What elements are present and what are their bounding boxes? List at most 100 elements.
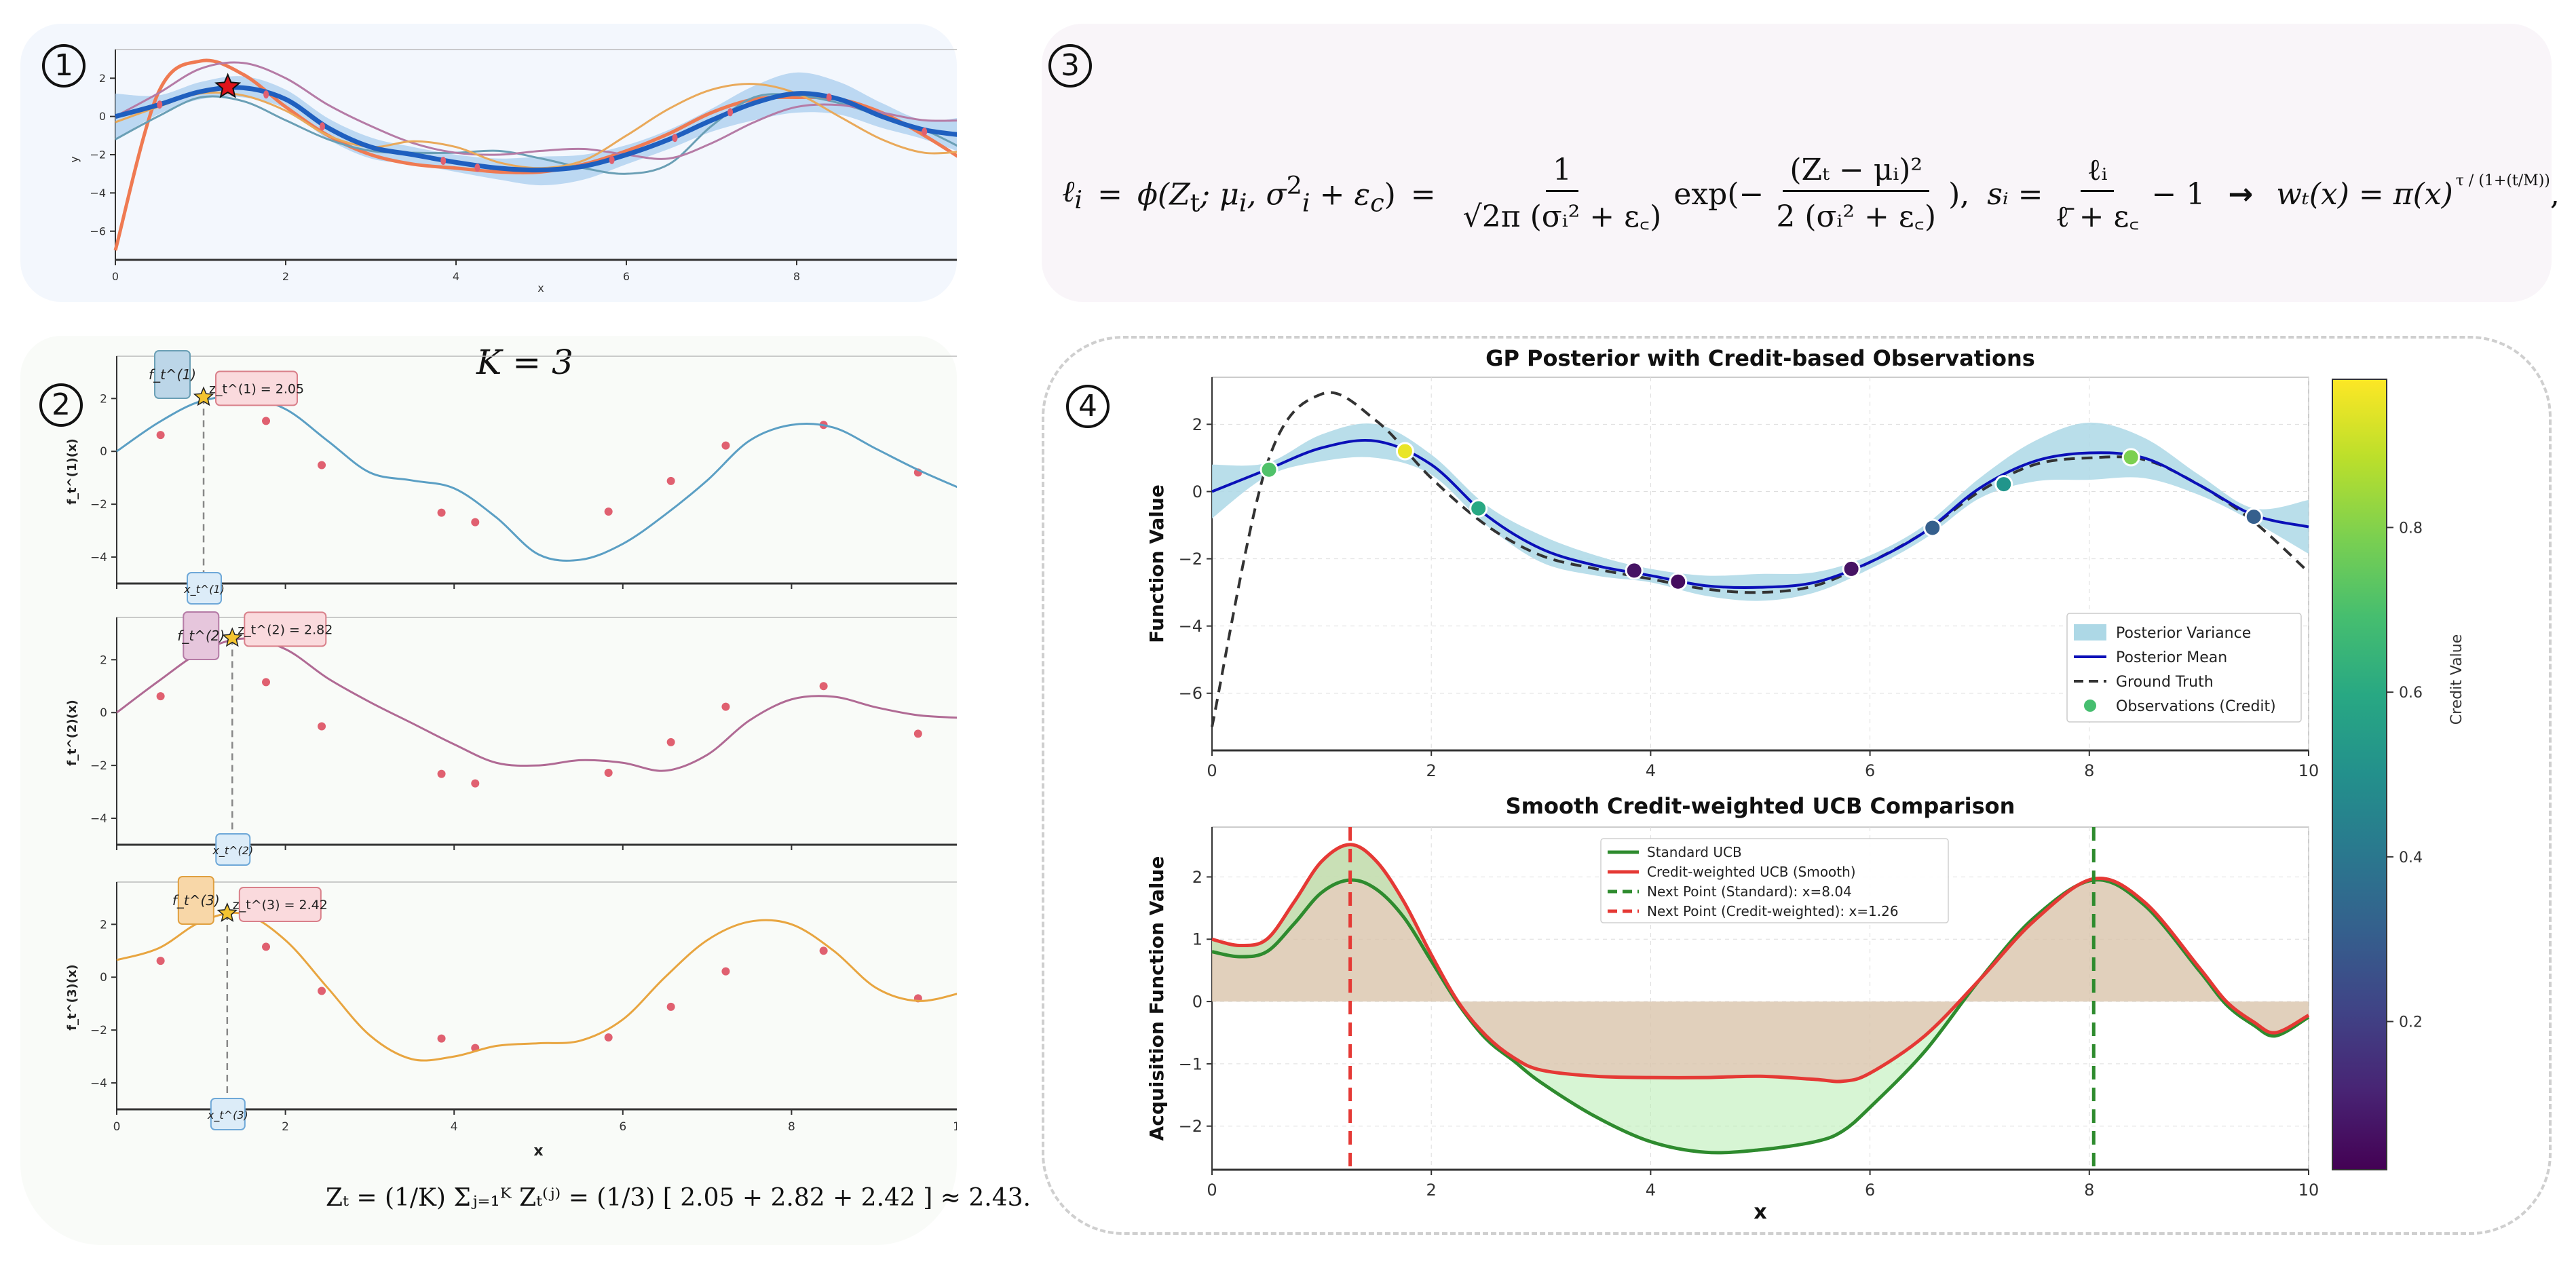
y-axis-label: Function Value xyxy=(1145,484,1168,643)
chart-title: Smooth Credit-weighted UCB Comparison xyxy=(1506,793,2015,819)
y-axis-label: f_t^(2)(x) xyxy=(65,700,79,766)
y-tick-label: −2 xyxy=(1179,550,1202,569)
formula-trailing: , xyxy=(2550,176,2560,212)
x-tick-label: 2 xyxy=(1426,761,1437,780)
observation-point xyxy=(318,722,326,731)
formula-eps: + ε xyxy=(1310,177,1371,212)
posterior-samples-chart: −4 −2 0 2 f_t^(1)(x) f_t^(1) z_t^(1) = 2.05 x_t… xyxy=(65,350,957,1160)
colorbar-tick-label: 0.6 xyxy=(2399,685,2423,702)
y-tick-label: 2 xyxy=(100,918,107,932)
y-axis-label: f_t^(1)(x) xyxy=(65,438,79,505)
y-tick-label: −2 xyxy=(90,759,107,773)
formula-eq: = xyxy=(1097,176,1122,212)
formula-minus-one: − 1 xyxy=(2151,176,2205,212)
x-tick-label: 4 xyxy=(1646,761,1656,780)
plot-area xyxy=(116,617,957,845)
observation-point xyxy=(604,1033,613,1042)
ground-truth-line xyxy=(1211,391,2310,727)
frac-den: ℓ̄ + ε꜀ xyxy=(2055,199,2140,234)
observation-point xyxy=(262,678,271,687)
formula-lhs: ℓ xyxy=(1062,174,1075,209)
observation-point xyxy=(318,987,326,995)
x-tick-label: 0 xyxy=(1207,1181,1217,1200)
z-value-box xyxy=(238,886,322,922)
observation-point xyxy=(609,155,615,164)
panel-number-badge: 1 xyxy=(42,44,86,88)
x-tick-label: 2 xyxy=(282,270,289,283)
formula-s: sᵢ = xyxy=(1987,176,2043,212)
y-tick-label: 0 xyxy=(1192,992,1202,1011)
formula-sigma-sub: i xyxy=(1302,188,1310,218)
panel-number-badge: 3 xyxy=(1048,44,1092,88)
y-tick-label: 0 xyxy=(99,110,106,123)
y-tick-label: −6 xyxy=(1179,684,1202,703)
posterior-variance-band xyxy=(1212,422,2309,601)
observation-point xyxy=(471,518,480,527)
curve-label: f_t^(3) xyxy=(172,892,220,909)
credit-observation-point xyxy=(1259,460,1278,479)
frac-num: (Zₜ − μᵢ)² xyxy=(1783,153,1930,192)
x-tick-label: 2 xyxy=(282,1120,289,1134)
x-tick-label: 0 xyxy=(112,270,119,283)
legend-label: Posterior Variance xyxy=(2116,625,2251,642)
sample-curve xyxy=(116,637,957,772)
y-tick-label: 2 xyxy=(100,653,107,667)
credit-observation-point xyxy=(1923,518,1942,537)
y-tick-label: −4 xyxy=(90,1077,107,1090)
observation-point xyxy=(319,122,325,131)
y-tick-label: 2 xyxy=(100,392,107,406)
observation-point xyxy=(474,164,480,172)
average-formula: Zₜ = (1/K) Σⱼ₌₁ᴷ Zₜ⁽ʲ⁾ = (1/3) [ 2.05 + … xyxy=(326,1184,1031,1212)
credit-observation-point xyxy=(1625,561,1644,580)
y-tick-label: 0 xyxy=(100,445,107,459)
frac-num: ℓᵢ xyxy=(2080,153,2115,192)
difference-fill xyxy=(1212,844,2309,1153)
formula-phi-sub: t xyxy=(1190,188,1200,218)
formula-mu-sub: i xyxy=(1238,188,1247,218)
x-argmax-label: x_t^(1) xyxy=(183,583,225,596)
x-tick-label: 8 xyxy=(793,270,800,283)
observation-point xyxy=(471,779,480,788)
y-tick-label: −2 xyxy=(1179,1117,1202,1136)
observation-point xyxy=(157,100,163,109)
credit-weighted-ucb-line xyxy=(1211,843,2310,1084)
observation-point xyxy=(666,476,675,485)
credit-observation-point xyxy=(1469,499,1488,518)
credit-observation-point xyxy=(2121,448,2140,467)
formula-phi: ϕ(Z xyxy=(1137,177,1190,212)
legend-label: Posterior Mean xyxy=(2116,649,2227,666)
observation-point xyxy=(437,508,446,517)
x-argmax-box xyxy=(210,1098,246,1130)
x-tick-label: 8 xyxy=(788,1120,795,1134)
observation-point xyxy=(156,692,165,701)
credit-observation-point xyxy=(2244,508,2263,527)
y-axis-label: f_t^(3)(x) xyxy=(65,964,79,1031)
x-axis-label: x xyxy=(537,282,544,294)
formula-sigma: , σ xyxy=(1247,177,1287,212)
x-tick-label: 4 xyxy=(1646,1181,1656,1200)
sample-curve xyxy=(116,396,957,562)
credit-observation-point xyxy=(1395,442,1414,461)
x-argmax-box xyxy=(187,572,223,605)
y-tick-label: −4 xyxy=(90,187,106,199)
x-tick-label: 8 xyxy=(2084,1181,2094,1200)
observation-point xyxy=(721,441,730,450)
legend-label: Standard UCB xyxy=(1647,844,1742,860)
y-tick-label: −4 xyxy=(1179,617,1202,636)
arrow-icon: → xyxy=(2228,176,2254,212)
curve-label-box xyxy=(177,876,214,925)
y-tick-label: −2 xyxy=(90,149,106,161)
fraction-normalizer: 1 √2π (σᵢ² + ε꜀) xyxy=(1456,153,1669,235)
observation-point xyxy=(156,431,165,440)
y-tick-label: 0 xyxy=(100,971,107,984)
x-tick-label: 0 xyxy=(113,1120,121,1134)
series-line-sample-2-purple- xyxy=(115,61,957,160)
z-value-box xyxy=(215,370,299,406)
z-value-box xyxy=(244,611,327,647)
y-tick-label: 2 xyxy=(1192,415,1202,434)
observation-point xyxy=(262,417,271,425)
formula-eq: = xyxy=(1410,176,1436,212)
formula-sigma-sup: 2 xyxy=(1286,170,1302,200)
